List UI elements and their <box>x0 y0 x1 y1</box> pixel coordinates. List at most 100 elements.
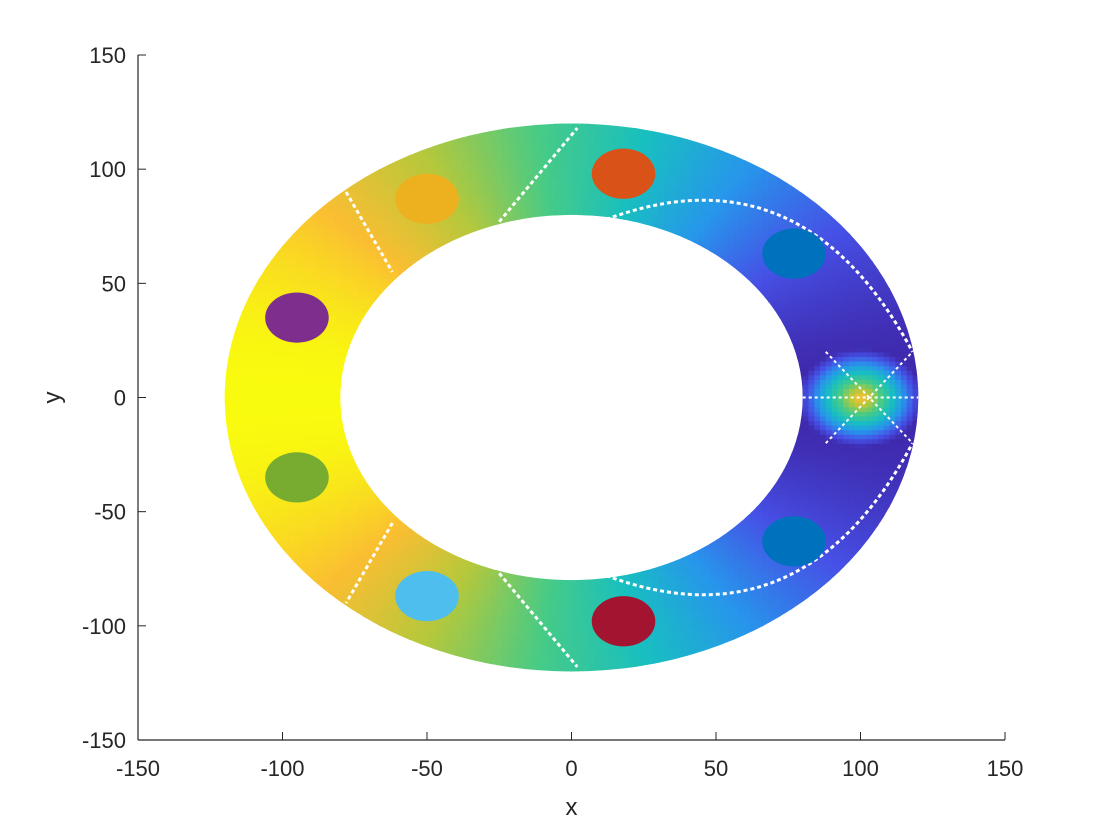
ring-cell <box>594 635 601 641</box>
ring-cell <box>317 333 324 339</box>
ring-cell <box>276 347 284 353</box>
ring-cell <box>386 584 393 590</box>
ring-cell <box>305 402 312 408</box>
ring-cell <box>883 333 890 339</box>
ring-cell <box>444 648 451 654</box>
ring-cell <box>802 447 810 453</box>
ring-cell <box>814 333 821 339</box>
ring-cell <box>450 648 457 654</box>
ring-cell <box>889 301 896 307</box>
ring-cell <box>877 470 885 476</box>
ring-cell <box>814 338 821 344</box>
ring-cell <box>750 589 758 595</box>
ring-cell <box>265 342 272 348</box>
ring-cell <box>733 598 740 604</box>
ring-cell <box>860 278 867 284</box>
ring-cell <box>479 653 486 659</box>
ring-cell <box>698 584 706 590</box>
ring-cell <box>317 420 324 426</box>
ring-cell <box>340 534 347 540</box>
ring-cell <box>901 397 908 403</box>
ring-cell <box>438 566 445 572</box>
ring-cell <box>299 529 307 536</box>
ring-cell <box>467 575 474 581</box>
ring-cell <box>288 347 295 353</box>
ring-cell <box>455 580 463 586</box>
ring-cell <box>340 557 347 563</box>
ring-cell <box>877 438 885 444</box>
ring-cell <box>860 402 867 408</box>
ring-cell <box>825 361 833 367</box>
ring-cell <box>791 607 798 613</box>
ring-cell <box>294 557 301 563</box>
ring-cell <box>317 507 324 513</box>
ring-cell <box>340 475 347 481</box>
ring-cell <box>351 612 359 618</box>
ring-cell <box>559 653 567 659</box>
ring-cell <box>831 566 838 572</box>
ring-cell <box>427 621 434 627</box>
ring-cell <box>901 315 908 321</box>
ring-cell <box>484 598 492 604</box>
ring-cell <box>311 361 318 367</box>
ring-cell <box>588 630 596 636</box>
ring-cell <box>334 392 341 399</box>
ring-cell <box>236 361 243 367</box>
ring-cell <box>334 566 341 572</box>
ring-cell <box>877 420 885 426</box>
ring-cell <box>507 561 515 568</box>
ring-cell <box>305 438 312 444</box>
ring-cell <box>825 424 833 431</box>
ring-cell <box>438 616 445 622</box>
ring-cell <box>346 466 353 472</box>
ring-cell <box>224 397 226 403</box>
ring-cell <box>577 580 584 586</box>
ring-cell <box>710 603 717 609</box>
ring-cell <box>346 589 353 595</box>
ring-cell <box>351 269 359 275</box>
ring-cell <box>744 520 752 526</box>
ring-cell <box>363 278 370 284</box>
ring-cell <box>889 365 896 371</box>
ring-cell <box>334 351 341 357</box>
ring-cell <box>669 603 677 609</box>
ring-cell <box>357 525 364 531</box>
ring-cell <box>346 529 353 536</box>
ring-cell <box>253 351 260 357</box>
ring-cell <box>791 566 798 572</box>
ring-cell <box>872 315 879 321</box>
ring-cell <box>461 616 469 622</box>
ring-cell <box>403 552 411 558</box>
ring-cell <box>340 324 347 330</box>
ring-cell <box>311 447 318 453</box>
ring-cell <box>334 424 341 431</box>
ring-cell <box>901 470 908 476</box>
ring-cell <box>831 365 838 371</box>
ring-cell <box>351 548 359 554</box>
ring-cell <box>398 265 405 271</box>
ring-cell <box>224 361 226 367</box>
ring-cell <box>253 338 260 344</box>
ring-cell <box>854 525 862 531</box>
ring-cell <box>259 470 266 476</box>
ring-cell <box>704 607 711 613</box>
ring-cell <box>831 484 838 490</box>
ring-cell <box>831 278 838 284</box>
ring-cell <box>820 315 827 321</box>
ring-cell <box>242 424 249 431</box>
ring-cell <box>872 370 879 376</box>
ring-cell <box>588 635 596 641</box>
ring-cell <box>369 493 376 499</box>
ring-cell <box>369 488 376 494</box>
ring-cell <box>814 297 821 303</box>
ring-cell <box>479 657 486 663</box>
ring-cell <box>294 539 301 545</box>
ring-cell <box>369 598 376 604</box>
ring-cell <box>340 443 347 449</box>
ring-cell <box>328 287 336 294</box>
ring-cell <box>334 452 341 458</box>
ring-cell <box>808 406 815 412</box>
ring-cell <box>860 470 867 476</box>
ring-cell <box>802 598 810 604</box>
ring-cell <box>802 315 810 321</box>
